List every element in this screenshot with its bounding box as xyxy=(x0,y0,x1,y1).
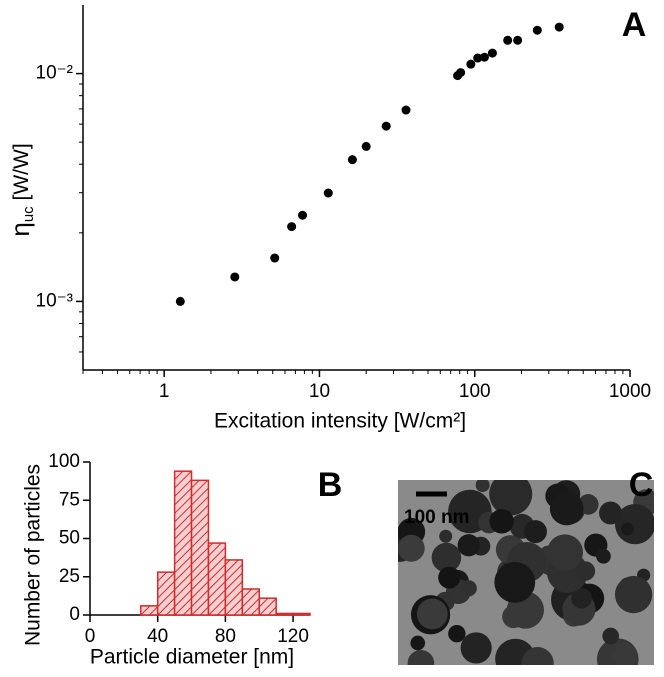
histogram-bar xyxy=(258,597,277,616)
x-axis-label: Excitation intensity [W/cm²] xyxy=(214,410,466,433)
y-label-symbol: η xyxy=(5,222,35,236)
histogram-bar xyxy=(140,605,159,616)
data-point xyxy=(466,59,476,69)
data-point xyxy=(175,296,185,306)
data-point xyxy=(347,155,357,165)
data-point xyxy=(401,105,411,115)
x-tick-label: 40 xyxy=(147,626,168,647)
data-point xyxy=(532,25,542,35)
histogram-bar xyxy=(224,559,244,616)
histogram-bar xyxy=(156,571,176,616)
x-axis-label: Particle diameter [nm] xyxy=(90,646,294,669)
nanoparticle xyxy=(599,501,623,525)
scale-bar-label: 100 nm xyxy=(404,507,469,528)
histogram-bar xyxy=(292,612,311,616)
panel-label: A xyxy=(622,6,647,44)
x-tick-label: 0 xyxy=(85,626,96,647)
nanoparticle xyxy=(457,534,480,557)
data-point xyxy=(270,253,280,263)
x-tick-label: 100 xyxy=(459,381,491,402)
nanoparticle xyxy=(614,575,653,614)
nanoparticle xyxy=(439,529,453,543)
histogram-bar xyxy=(275,612,294,616)
y-tick-label: 0 xyxy=(69,604,80,625)
nanoparticle xyxy=(475,480,490,493)
nanoparticle xyxy=(621,522,634,536)
y-label-subscript: uc xyxy=(20,206,37,222)
x-tick-label: 10 xyxy=(309,381,330,402)
data-point xyxy=(513,35,523,45)
nanoparticle xyxy=(416,598,448,630)
y-label-unit: [W/W] xyxy=(10,143,33,206)
data-point xyxy=(381,121,391,131)
nanoparticle xyxy=(494,561,536,603)
tem-image xyxy=(398,480,654,665)
nanoparticle xyxy=(410,635,426,651)
data-point xyxy=(230,272,240,282)
y-tick-label: 10⁻² xyxy=(36,63,74,84)
data-point xyxy=(503,35,513,45)
y-tick-label: 75 xyxy=(59,489,80,510)
data-point xyxy=(287,222,297,232)
y-tick-label: 10⁻³ xyxy=(36,290,74,311)
nanoparticle xyxy=(460,580,477,597)
data-point xyxy=(554,22,564,32)
nanoparticle xyxy=(596,548,611,564)
x-tick-label: 80 xyxy=(215,626,236,647)
x-tick-label: 1000 xyxy=(609,381,651,402)
nanoparticle xyxy=(546,534,584,571)
nanoparticle xyxy=(571,587,592,609)
nanoparticle xyxy=(431,542,462,573)
nanoparticle xyxy=(489,509,514,534)
nanoparticle xyxy=(612,643,638,665)
nanoparticle xyxy=(523,520,547,544)
y-tick-label: 50 xyxy=(59,528,80,549)
nanoparticle xyxy=(489,480,533,516)
nanoparticle xyxy=(448,624,466,643)
nanoparticle xyxy=(575,561,596,581)
y-tick-label: 25 xyxy=(59,566,80,587)
y-axis-label: Number of particles xyxy=(22,464,45,646)
data-point xyxy=(361,141,371,151)
panel-label: C xyxy=(629,466,654,504)
x-tick-label: 1 xyxy=(159,381,170,402)
histogram-bar xyxy=(190,479,210,616)
y-tick-label: 100 xyxy=(48,451,80,472)
nanoparticle xyxy=(521,646,554,665)
data-point xyxy=(473,53,483,63)
y-axis-label: ηuc [W/W] xyxy=(5,143,37,236)
data-point xyxy=(487,48,497,58)
x-tick-label: 120 xyxy=(277,626,309,647)
data-point xyxy=(479,52,489,62)
histogram-bar xyxy=(241,588,260,616)
nanoparticle xyxy=(407,649,435,665)
nanoparticle xyxy=(549,491,584,526)
nanoparticle xyxy=(602,627,619,645)
data-point xyxy=(323,188,333,198)
data-point xyxy=(298,210,308,220)
histogram-bar xyxy=(207,542,227,616)
nanoparticle xyxy=(398,534,425,562)
panel-label: B xyxy=(318,466,343,504)
nanoparticle xyxy=(438,566,461,589)
nanoparticle xyxy=(460,632,492,664)
data-point xyxy=(456,68,466,78)
histogram-bar xyxy=(173,470,193,616)
